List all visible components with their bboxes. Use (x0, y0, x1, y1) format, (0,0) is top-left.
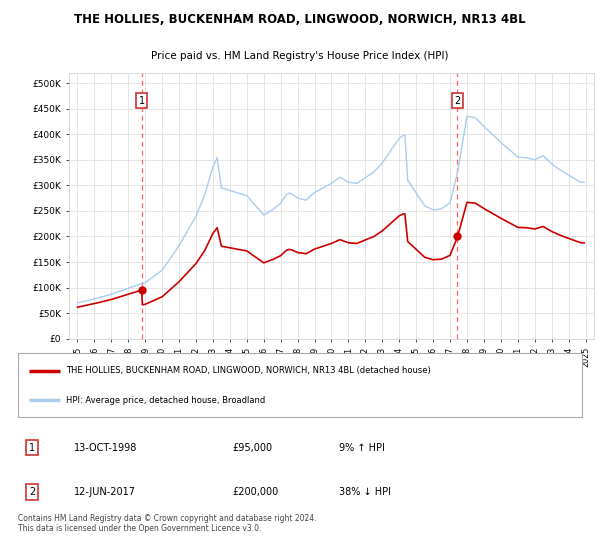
Text: 1: 1 (29, 443, 35, 452)
Text: £200,000: £200,000 (232, 487, 278, 497)
Text: 13-OCT-1998: 13-OCT-1998 (74, 443, 138, 452)
Text: 1: 1 (139, 96, 145, 106)
Text: 2: 2 (454, 96, 461, 106)
Text: Contains HM Land Registry data © Crown copyright and database right 2024.
This d: Contains HM Land Registry data © Crown c… (18, 514, 317, 533)
Text: THE HOLLIES, BUCKENHAM ROAD, LINGWOOD, NORWICH, NR13 4BL (detached house): THE HOLLIES, BUCKENHAM ROAD, LINGWOOD, N… (66, 366, 431, 375)
Text: THE HOLLIES, BUCKENHAM ROAD, LINGWOOD, NORWICH, NR13 4BL: THE HOLLIES, BUCKENHAM ROAD, LINGWOOD, N… (74, 13, 526, 26)
Text: 38% ↓ HPI: 38% ↓ HPI (340, 487, 391, 497)
Text: £95,000: £95,000 (232, 443, 272, 452)
Text: Price paid vs. HM Land Registry's House Price Index (HPI): Price paid vs. HM Land Registry's House … (151, 51, 449, 61)
Text: 12-JUN-2017: 12-JUN-2017 (74, 487, 136, 497)
Text: HPI: Average price, detached house, Broadland: HPI: Average price, detached house, Broa… (66, 396, 265, 405)
Text: 9% ↑ HPI: 9% ↑ HPI (340, 443, 385, 452)
FancyBboxPatch shape (18, 353, 582, 417)
Text: 2: 2 (29, 487, 35, 497)
